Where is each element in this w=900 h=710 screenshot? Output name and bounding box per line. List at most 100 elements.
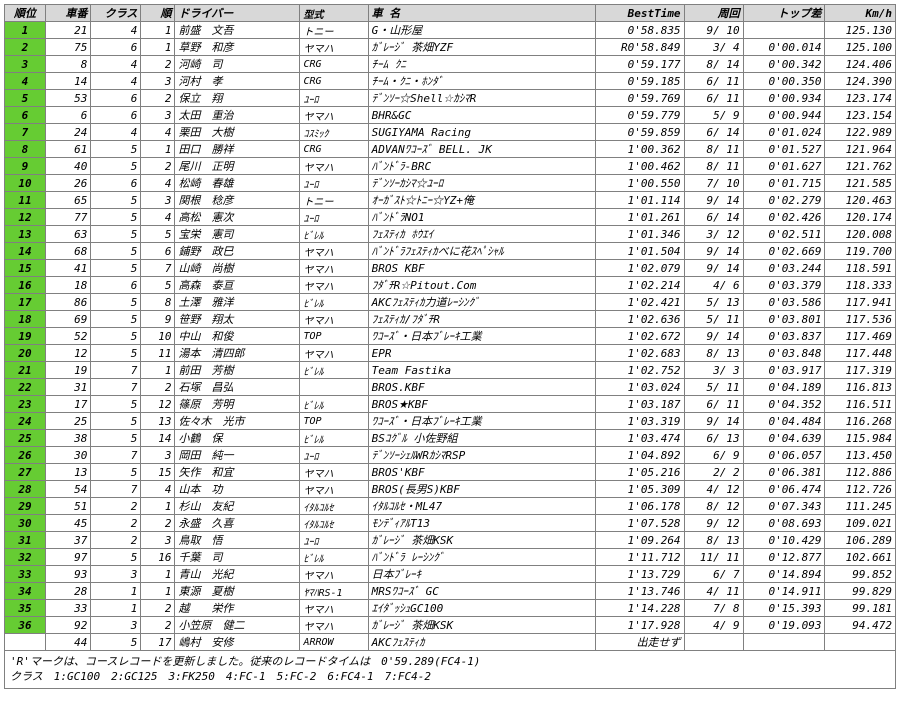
- cell-num: 93: [45, 566, 90, 583]
- cell-num: 30: [45, 447, 90, 464]
- cell-cls: 1: [91, 583, 141, 600]
- cell-gap: 0'01.627: [743, 158, 825, 175]
- cell-cls: 7: [91, 447, 141, 464]
- table-row: 1952510中山 和俊TOPﾜｺｰｽﾞ・日本ﾌﾞﾚｰｷ工業1'02.6729/…: [5, 328, 896, 345]
- cell-kmh: 123.154: [825, 107, 896, 124]
- table-row: 304522永盛 久喜ｲﾀﾙｺﾙｾﾓﾝﾃﾞｨｱﾙT131'07.5289/ 12…: [5, 515, 896, 532]
- cell-lap: 4/ 9: [684, 617, 743, 634]
- cell-drv: 河崎 司: [175, 56, 300, 73]
- cell-ord: 3: [141, 447, 175, 464]
- table-row: 2713515矢作 和宜ヤマハBROS'KBF1'05.2162/ 20'06.…: [5, 464, 896, 481]
- table-row: 313723鳥取 悟ﾕｰﾛｶﾞﾚｰｼﾞ 茶畑KSK1'09.2648/ 130'…: [5, 532, 896, 549]
- cell-mdl: ﾋﾞﾚﾙ: [300, 396, 368, 413]
- cell-num: 6: [45, 107, 90, 124]
- cell-rank: 18: [5, 311, 46, 328]
- cell-cls: 6: [91, 90, 141, 107]
- cell-drv: 湯本 清四郎: [175, 345, 300, 362]
- cell-rank: 28: [5, 481, 46, 498]
- cell-cls: 2: [91, 515, 141, 532]
- cell-cls: 5: [91, 192, 141, 209]
- cell-gap: 0'00.944: [743, 107, 825, 124]
- cell-mdl: ｺｽﾐｯｸ: [300, 124, 368, 141]
- cell-drv: 尾川 正明: [175, 158, 300, 175]
- cell-ord: 1: [141, 39, 175, 56]
- cell-lap: 6/ 9: [684, 447, 743, 464]
- cell-cls: 5: [91, 396, 141, 413]
- cell-best: R0'58.849: [595, 39, 684, 56]
- cell-lap: 9/ 12: [684, 515, 743, 532]
- cell-best: 1'02.752: [595, 362, 684, 379]
- table-row: 2425513佐々木 光市TOPﾜｺｰｽﾞ・日本ﾌﾞﾚｰｷ工業1'03.3199…: [5, 413, 896, 430]
- table-row: 369232小笠原 健二ヤマハｶﾞﾚｰｼﾞ 茶畑KSK1'17.9284/ 90…: [5, 617, 896, 634]
- cell-car: 日本ﾌﾞﾚｰｷ: [368, 566, 595, 583]
- cell-gap: 0'02.669: [743, 243, 825, 260]
- cell-rank: 19: [5, 328, 46, 345]
- table-row: 161865高森 泰亘ヤマハﾌﾀﾞﾁR☆Pitout.Com1'02.2144/…: [5, 277, 896, 294]
- cell-mdl: TOP: [300, 413, 368, 430]
- cell-car: ﾊﾞﾝﾄﾞﾗ-BRC: [368, 158, 595, 175]
- cell-ord: 5: [141, 277, 175, 294]
- cell-car: ﾜｺｰｽﾞ・日本ﾌﾞﾚｰｷ工業: [368, 328, 595, 345]
- cell-kmh: 116.813: [825, 379, 896, 396]
- cell-num: 19: [45, 362, 90, 379]
- cell-lap: 11/ 11: [684, 549, 743, 566]
- cell-num: 33: [45, 600, 90, 617]
- cell-mdl: ﾋﾞﾚﾙ: [300, 294, 368, 311]
- table-row: 295121杉山 友紀ｲﾀﾙｺﾙｾｲﾀﾙｺﾙｾ・ML471'06.1788/ 1…: [5, 498, 896, 515]
- cell-best: 1'09.264: [595, 532, 684, 549]
- cell-kmh: 119.700: [825, 243, 896, 260]
- table-row: 27561草野 和彦ヤマハｶﾞﾚｰｼﾞ 茶畑YZFR0'58.8493/ 40'…: [5, 39, 896, 56]
- cell-drv: 杉山 友紀: [175, 498, 300, 515]
- cell-kmh: 117.536: [825, 311, 896, 328]
- cell-ord: 15: [141, 464, 175, 481]
- cell-rank: 23: [5, 396, 46, 413]
- cell-drv: 田口 勝祥: [175, 141, 300, 158]
- cell-rank: [5, 634, 46, 651]
- table-row: 353312越 栄作ヤマハｴｲﾀﾞｯｼｭGC1001'14.2287/ 80'1…: [5, 600, 896, 617]
- cell-cls: 5: [91, 430, 141, 447]
- cell-gap: 0'14.894: [743, 566, 825, 583]
- cell-best: 1'02.672: [595, 328, 684, 345]
- cell-num: 17: [45, 396, 90, 413]
- table-row: 154157山崎 尚樹ヤマハBROS KBF1'02.0799/ 140'03.…: [5, 260, 896, 277]
- cell-drv: 松崎 春雄: [175, 175, 300, 192]
- cell-gap: 0'06.474: [743, 481, 825, 498]
- cell-kmh: 123.174: [825, 90, 896, 107]
- cell-ord: 4: [141, 209, 175, 226]
- cell-car: ｶﾞﾚｰｼﾞ 茶畑KSK: [368, 532, 595, 549]
- cell-lap: 8/ 13: [684, 345, 743, 362]
- cell-mdl: ARROW: [300, 634, 368, 651]
- cell-drv: 篠原 芳明: [175, 396, 300, 413]
- cell-rank: 14: [5, 243, 46, 260]
- cell-car: ﾃﾞﾝｿｰｼｪﾙWRｶｼﾏRSP: [368, 447, 595, 464]
- col-6: 車 名: [368, 5, 595, 22]
- cell-lap: 4/ 11: [684, 583, 743, 600]
- cell-num: 40: [45, 158, 90, 175]
- cell-best: 1'06.178: [595, 498, 684, 515]
- cell-car: ﾊﾞﾝﾄﾞﾗ ﾚｰｼﾝｸﾞ: [368, 549, 595, 566]
- cell-cls: 7: [91, 379, 141, 396]
- cell-lap: [684, 634, 743, 651]
- cell-gap: 0'12.877: [743, 549, 825, 566]
- cell-kmh: 99.181: [825, 600, 896, 617]
- cell-kmh: 112.726: [825, 481, 896, 498]
- table-row: 55362保立 翔ﾕｰﾛﾃﾞﾝｿｰ☆Shell☆ｶｼﾏR0'59.7696/ 1…: [5, 90, 896, 107]
- cell-ord: 2: [141, 56, 175, 73]
- cell-kmh: 116.511: [825, 396, 896, 413]
- cell-ord: 2: [141, 379, 175, 396]
- cell-rank: 5: [5, 90, 46, 107]
- cell-best: 1'02.079: [595, 260, 684, 277]
- cell-best: 1'01.504: [595, 243, 684, 260]
- cell-car: ﾊﾞﾝﾄﾞﾗﾌｪｽﾃｨｶべに花ｽﾍﾟｼｬﾙ: [368, 243, 595, 260]
- cell-car: BROS★KBF: [368, 396, 595, 413]
- cell-car: BROS'KBF: [368, 464, 595, 481]
- cell-drv: 石塚 昌弘: [175, 379, 300, 396]
- table-row: 223172石塚 昌弘BROS.KBF1'03.0245/ 110'04.189…: [5, 379, 896, 396]
- cell-cls: 5: [91, 141, 141, 158]
- cell-ord: 5: [141, 226, 175, 243]
- cell-num: 28: [45, 583, 90, 600]
- cell-kmh: 102.661: [825, 549, 896, 566]
- cell-lap: 2/ 2: [684, 464, 743, 481]
- cell-num: 44: [45, 634, 90, 651]
- cell-cls: 7: [91, 481, 141, 498]
